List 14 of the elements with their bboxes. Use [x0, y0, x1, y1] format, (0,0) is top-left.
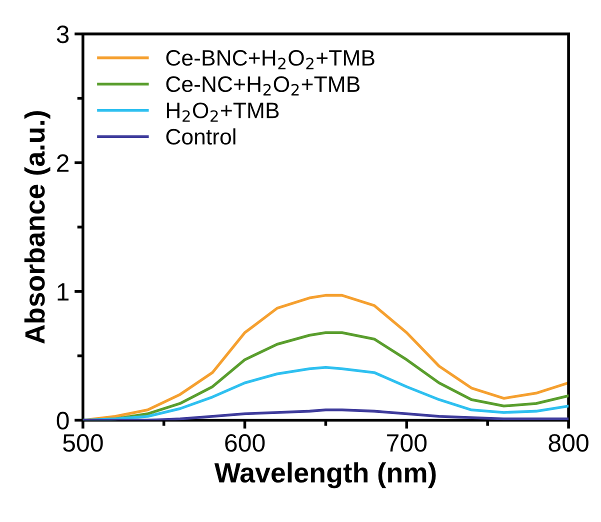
y-tick-label: 1	[58, 283, 69, 301]
x-tick-label: 600	[225, 434, 265, 452]
y-tick-label: 0	[56, 412, 69, 430]
legend-label: H$_{2}$O$_{2}$+TMB	[166, 102, 279, 122]
y-tick-label: 2	[57, 154, 68, 172]
legend-label: Control	[166, 128, 236, 145]
x-tick-label: 700	[387, 434, 427, 452]
legend-label: Ce-BNC+H$_{2}$O$_{2}$+TMB	[166, 50, 374, 70]
legend-label: Ce-NC+H$_{2}$O$_{2}$+TMB	[166, 76, 360, 96]
x-axis-title: Wavelength (nm)	[214, 462, 436, 488]
y-axis-title: Absorbance (a.u.)	[24, 111, 50, 344]
y-tick-label: 3	[56, 26, 69, 44]
x-tick-label: 800	[548, 434, 588, 452]
x-tick-label: 500	[63, 434, 103, 452]
